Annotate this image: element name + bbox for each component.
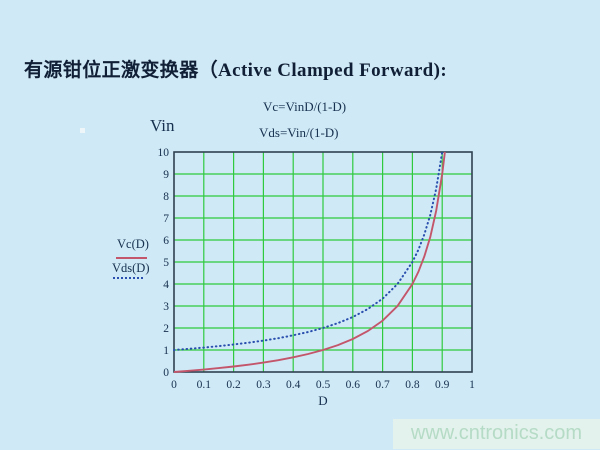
x-tick-label: 0.8	[405, 379, 420, 391]
x-tick-label: 0.1	[197, 379, 212, 391]
curve-vdsd	[173, 151, 444, 351]
plot-frame	[173, 151, 473, 373]
page-title: 有源钳位正激变换器（Active Clamped Forward):	[24, 60, 448, 81]
legend-vds-label: Vds(D)	[112, 261, 150, 275]
x-tick-label: 0.5	[316, 379, 331, 391]
formula-vc: Vc=VinD/(1-D)	[263, 99, 347, 114]
legend-vc-label: Vc(D)	[117, 237, 149, 251]
x-tick-label: 0.4	[286, 379, 301, 391]
y-tick-label: 5	[163, 257, 169, 269]
bullet-dot	[80, 128, 85, 133]
curve-vcd	[173, 151, 446, 373]
y-tick-label: 10	[158, 147, 170, 159]
x-tick-label: 0.7	[375, 379, 390, 391]
y-tick-label: 8	[163, 191, 169, 203]
y-tick-label: 4	[163, 279, 169, 291]
x-axis-title: D	[318, 393, 328, 408]
y-tick-label: 3	[163, 301, 169, 313]
y-tick-label: 6	[163, 235, 169, 247]
x-tick-label: 0	[171, 379, 177, 391]
x-tick-label: 1	[469, 379, 475, 391]
watermark: www.cntronics.com	[393, 419, 600, 449]
y-tick-label: 2	[163, 323, 169, 335]
legend-vc-line-sample	[116, 257, 147, 259]
legend-vds-line-sample	[113, 277, 143, 279]
y-axis-title: Vin	[150, 116, 175, 135]
x-tick-label: 0.6	[346, 379, 361, 391]
y-tick-label: 1	[163, 345, 169, 357]
x-tick-label: 0.9	[435, 379, 450, 391]
x-tick-label: 0.2	[226, 379, 241, 391]
y-tick-label: 0	[163, 367, 169, 379]
formula-vds: Vds=Vin/(1-D)	[259, 125, 339, 140]
x-tick-label: 0.3	[256, 379, 271, 391]
y-tick-label: 9	[163, 169, 169, 181]
y-tick-label: 7	[163, 213, 169, 225]
